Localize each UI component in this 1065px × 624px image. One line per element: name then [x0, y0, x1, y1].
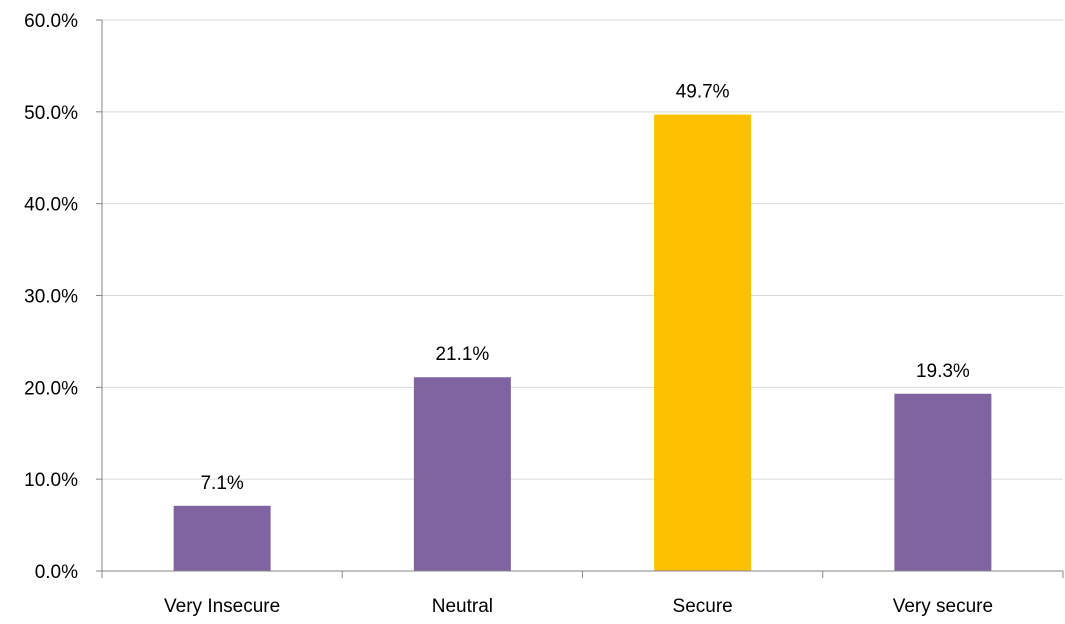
bar-very-secure [894, 393, 992, 571]
labels: 0.0% 10.0% 20.0% 30.0% 40.0% 50.0% 60.0% 7.1% Ve… [24, 11, 993, 617]
bar-neutral [413, 377, 511, 571]
data-label: 7.1% [200, 473, 243, 494]
x-category-label: Secure [673, 596, 733, 617]
data-label: 49.7% [676, 82, 730, 103]
y-tick-label: 60.0% [24, 11, 78, 32]
y-tick-label: 0.0% [35, 562, 78, 583]
x-category-label: Neutral [432, 596, 493, 617]
bar-very-insecure [173, 505, 271, 571]
y-tick-label: 50.0% [24, 103, 78, 124]
y-tick-label: 10.0% [24, 470, 78, 491]
y-tick-label: 40.0% [24, 195, 78, 216]
axes [96, 19, 1064, 578]
y-tick-label: 30.0% [24, 287, 78, 308]
y-tick-label: 20.0% [24, 378, 78, 399]
bars [173, 114, 992, 572]
bar-secure [654, 114, 752, 572]
data-label: 19.3% [916, 361, 970, 382]
x-category-label: Very secure [893, 596, 993, 617]
data-label: 21.1% [435, 344, 489, 365]
x-category-label: Very Insecure [164, 596, 280, 617]
